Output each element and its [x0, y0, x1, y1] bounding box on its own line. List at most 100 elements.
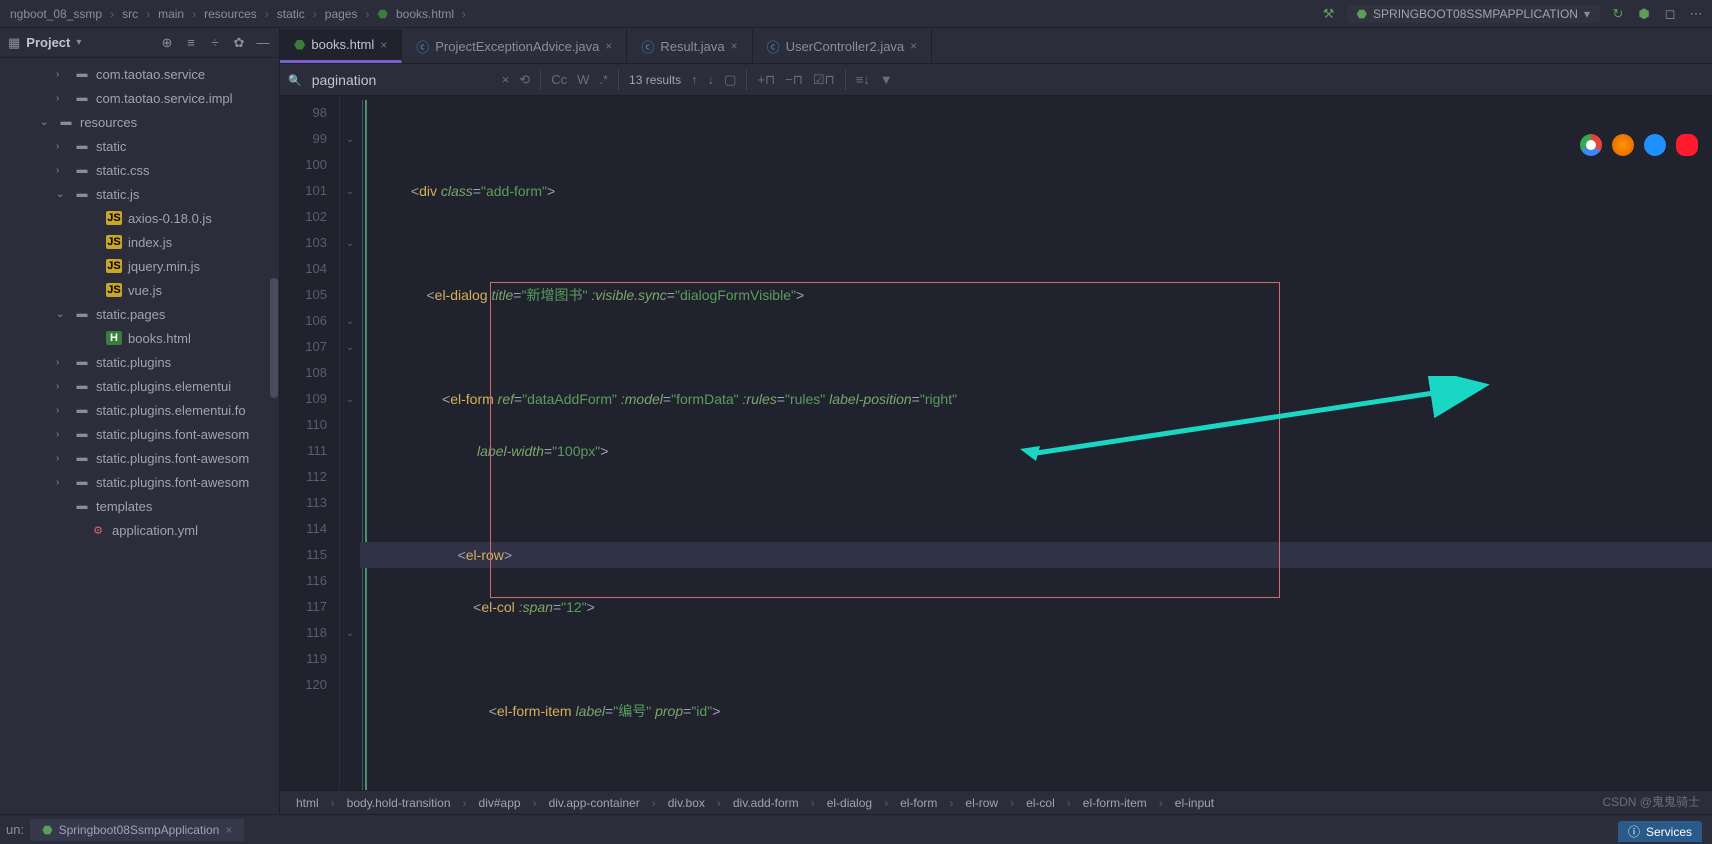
- project-tree[interactable]: ›▬com.taotao.service›▬com.taotao.service…: [0, 58, 279, 814]
- folder-icon: ▬: [74, 307, 90, 321]
- chrome-icon[interactable]: [1580, 134, 1602, 156]
- breadcrumb-item[interactable]: pages: [323, 7, 360, 21]
- find-bar: × ⟲ Cc W .* 13 results ↑ ↓ ▢ +⊓ −⊓ ☑⊓ ≡↓…: [280, 64, 1712, 96]
- tree-item[interactable]: ⌄▬static.pages: [0, 302, 279, 326]
- fold-gutter[interactable]: ⌄⌄⌄⌄⌄⌄⌄: [340, 96, 360, 790]
- tree-item[interactable]: ⌄▬resources: [0, 110, 279, 134]
- html-icon: H: [106, 331, 122, 345]
- services-button[interactable]: ⓘServices: [1618, 821, 1702, 842]
- tree-item[interactable]: ›▬static: [0, 134, 279, 158]
- tree-item-label: axios-0.18.0.js: [128, 211, 212, 226]
- tree-item[interactable]: JSjquery.min.js: [0, 254, 279, 278]
- folder-icon: ▬: [74, 355, 90, 369]
- run-tab[interactable]: ⬣ Springboot08SsmpApplication ×: [30, 819, 244, 841]
- tree-item[interactable]: ›▬static.plugins.elementui.fo: [0, 398, 279, 422]
- close-icon[interactable]: ×: [731, 39, 738, 53]
- regex[interactable]: .*: [599, 72, 608, 87]
- search-input[interactable]: [312, 72, 492, 88]
- breadcrumb-item[interactable]: el-row: [957, 794, 1006, 812]
- editor-tab[interactable]: ⓒResult.java×: [627, 29, 752, 63]
- tree-item[interactable]: ›▬static.css: [0, 158, 279, 182]
- breadcrumb-item[interactable]: el-col: [1018, 794, 1063, 812]
- opera-icon[interactable]: [1676, 134, 1698, 156]
- expand-icon[interactable]: ≡: [183, 35, 199, 51]
- breadcrumb-item[interactable]: html: [288, 794, 327, 812]
- breadcrumb-item[interactable]: div.box: [660, 794, 713, 812]
- breadcrumb-item[interactable]: div#app: [471, 794, 529, 812]
- firefox-icon[interactable]: [1612, 134, 1634, 156]
- editor-tab[interactable]: ⓒUserController2.java×: [753, 29, 933, 63]
- tree-item[interactable]: Hbooks.html: [0, 326, 279, 350]
- debug-icon[interactable]: ⬢: [1636, 6, 1652, 22]
- breadcrumb-item[interactable]: src: [120, 7, 140, 21]
- code-view[interactable]: 9899100101102103104105106107108109110111…: [280, 96, 1712, 790]
- breadcrumb-item[interactable]: div.add-form: [725, 794, 807, 812]
- stop-icon[interactable]: ◻: [1662, 6, 1678, 22]
- tab-label: ProjectExceptionAdvice.java: [435, 39, 599, 54]
- scrollbar[interactable]: [269, 58, 279, 814]
- tree-item-label: templates: [96, 499, 152, 514]
- breadcrumb: ngboot_08_ssmp› src› main› resources› st…: [8, 7, 468, 21]
- clear-search-icon[interactable]: ×: [502, 72, 510, 87]
- next-match-icon[interactable]: ↓: [708, 72, 715, 87]
- match-case[interactable]: Cc: [551, 72, 567, 87]
- words[interactable]: W: [577, 72, 589, 87]
- target-icon[interactable]: ⊕: [159, 35, 175, 51]
- tree-item[interactable]: ›▬com.taotao.service: [0, 62, 279, 86]
- add-selection-icon[interactable]: +⊓: [757, 72, 775, 88]
- breadcrumb-item[interactable]: static: [275, 7, 307, 21]
- breadcrumb-item[interactable]: div.app-container: [541, 794, 648, 812]
- breadcrumb-item[interactable]: books.html: [394, 7, 456, 21]
- tree-item[interactable]: ⌄▬static.js: [0, 182, 279, 206]
- select-all-icon[interactable]: ▢: [724, 72, 736, 88]
- safari-icon[interactable]: [1644, 134, 1666, 156]
- tree-item[interactable]: ›▬static.plugins: [0, 350, 279, 374]
- close-icon[interactable]: ×: [605, 39, 612, 53]
- tree-item[interactable]: ⚙application.yml: [0, 518, 279, 542]
- breadcrumb-item[interactable]: el-form: [892, 794, 945, 812]
- tab-label: books.html: [311, 37, 374, 52]
- breadcrumb-item[interactable]: el-input: [1167, 794, 1222, 812]
- run-config-selector[interactable]: ⬣ SPRINGBOOT08SSMPAPPLICATION ▾: [1347, 5, 1600, 23]
- breadcrumb-item[interactable]: main: [156, 7, 186, 21]
- breadcrumb-item[interactable]: ngboot_08_ssmp: [8, 7, 104, 21]
- folder-icon: ▬: [74, 67, 90, 81]
- js-icon: JS: [106, 283, 122, 297]
- js-icon: JS: [106, 259, 122, 273]
- collapse-icon[interactable]: ÷: [207, 35, 223, 51]
- build-icon[interactable]: ⚒: [1321, 6, 1337, 22]
- more-icon[interactable]: ⋯: [1688, 6, 1704, 22]
- tree-item[interactable]: ›▬com.taotao.service.impl: [0, 86, 279, 110]
- close-icon[interactable]: ×: [225, 823, 232, 837]
- rerun-icon[interactable]: ↻: [1610, 6, 1626, 22]
- project-title: Project: [26, 35, 70, 50]
- close-icon[interactable]: ×: [910, 39, 917, 53]
- breadcrumb-item[interactable]: el-form-item: [1075, 794, 1155, 812]
- tree-item[interactable]: ▬templates: [0, 494, 279, 518]
- filter-icon[interactable]: ▼: [880, 72, 893, 87]
- folder-icon: ▬: [74, 91, 90, 105]
- breadcrumb-item[interactable]: body.hold-transition: [339, 794, 459, 812]
- tree-item[interactable]: JSindex.js: [0, 230, 279, 254]
- history-icon[interactable]: ⟲: [519, 72, 530, 88]
- settings-icon[interactable]: ✿: [231, 35, 247, 51]
- search-icon: [288, 73, 302, 87]
- remove-selection-icon[interactable]: −⊓: [785, 72, 803, 88]
- editor-tab[interactable]: ⓒProjectExceptionAdvice.java×: [402, 29, 627, 63]
- hide-icon[interactable]: —: [255, 35, 271, 51]
- sort-icon[interactable]: ≡↓: [856, 72, 870, 87]
- breadcrumb-item[interactable]: resources: [202, 7, 259, 21]
- breadcrumb-item[interactable]: el-dialog: [819, 794, 880, 812]
- tree-item[interactable]: ›▬static.plugins.font-awesom: [0, 422, 279, 446]
- navigation-bar: ngboot_08_ssmp› src› main› resources› st…: [0, 0, 1712, 28]
- tree-item[interactable]: ›▬static.plugins.elementui: [0, 374, 279, 398]
- editor-tab[interactable]: ⬣books.html×: [280, 29, 402, 63]
- close-icon[interactable]: ×: [380, 38, 387, 52]
- tree-item[interactable]: ›▬static.plugins.font-awesom: [0, 470, 279, 494]
- tree-item[interactable]: JSvue.js: [0, 278, 279, 302]
- tree-item[interactable]: ›▬static.plugins.font-awesom: [0, 446, 279, 470]
- tree-item[interactable]: JSaxios-0.18.0.js: [0, 206, 279, 230]
- prev-match-icon[interactable]: ↑: [691, 72, 698, 87]
- select-occurrences-icon[interactable]: ☑⊓: [813, 72, 835, 88]
- tree-item-label: com.taotao.service.impl: [96, 91, 233, 106]
